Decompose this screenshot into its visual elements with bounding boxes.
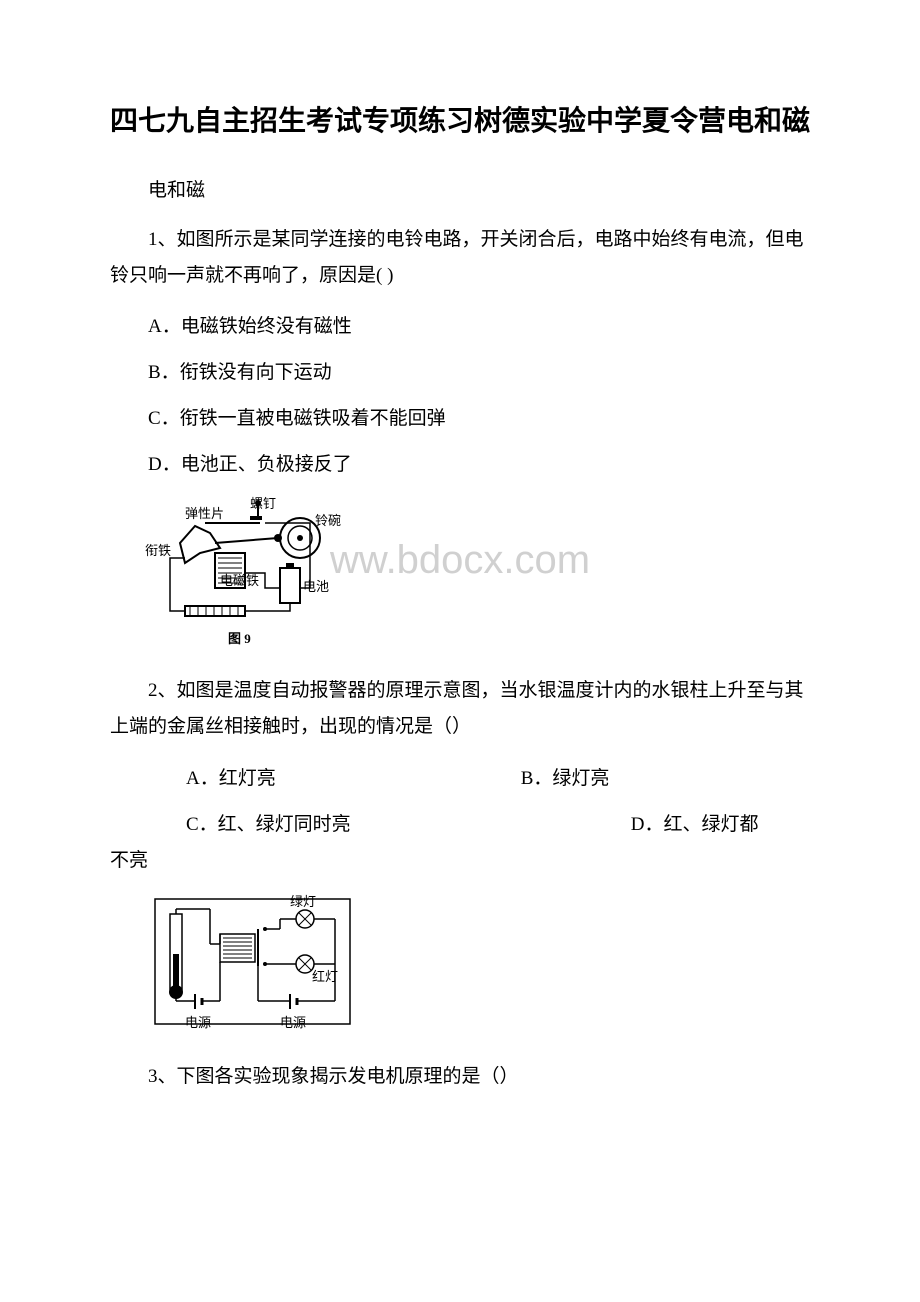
q2-option-d: D．红、绿灯都 <box>593 807 759 843</box>
document-title: 四七九自主招生考试专项练习树德实验中学夏令营电和磁 <box>110 100 810 145</box>
q2-label-green: 绿灯 <box>290 891 316 910</box>
section-heading: 电和磁 <box>110 175 810 202</box>
q2-text: 2、如图是温度自动报警器的原理示意图，当水银温度计内的水银柱上升至与其上端的金属… <box>110 673 810 745</box>
q2-option-a: A．红灯亮 <box>148 761 478 797</box>
q1-figure: ww.bdocx.com <box>150 498 400 653</box>
q1-option-a: A．电磁铁始终没有磁性 <box>110 309 810 345</box>
q2-options-row2: C．红、绿灯同时亮 D．红、绿灯都 不亮 <box>110 807 810 879</box>
q2-option-c: C．红、绿灯同时亮 <box>148 807 588 843</box>
q2-figure: 绿灯 红灯 电源 电源 <box>150 894 370 1039</box>
q2-option-b: B．绿灯亮 <box>483 761 610 797</box>
q1-text: 1、如图所示是某同学连接的电铃电路，开关闭合后，电路中始终有电流，但电铃只响一声… <box>110 222 810 294</box>
q2-label-red: 红灯 <box>312 966 338 985</box>
q1-option-c: C．衔铁一直被电磁铁吸着不能回弹 <box>110 401 810 437</box>
q2-label-power2: 电源 <box>280 1012 306 1031</box>
q2-option-d-wrap: 不亮 <box>110 843 810 879</box>
q1-option-d: D．电池正、负极接反了 <box>110 447 810 483</box>
q1-option-b: B．衔铁没有向下运动 <box>110 355 810 391</box>
q2-options-row1: A．红灯亮 B．绿灯亮 <box>110 761 810 797</box>
q3-text: 3、下图各实验现象揭示发电机原理的是（） <box>110 1059 810 1095</box>
q2-label-power1: 电源 <box>185 1012 211 1031</box>
